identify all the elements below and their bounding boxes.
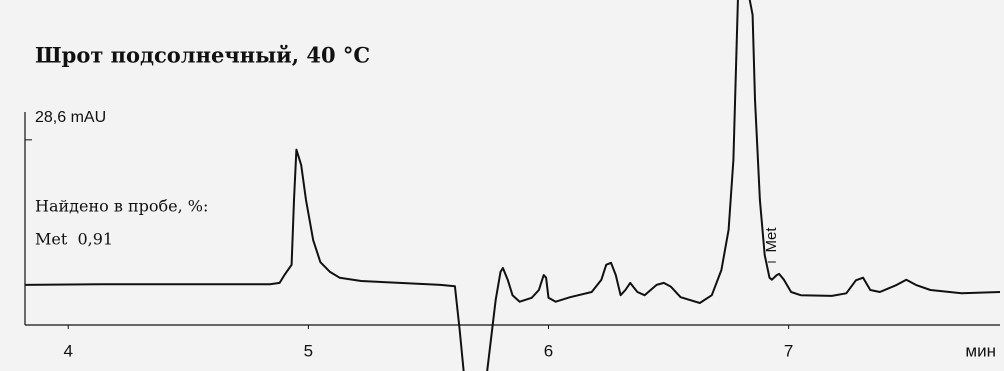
annotation: Met 0,91 [35, 230, 113, 249]
annotation: Найдено в пробе, %: [35, 197, 208, 216]
x-tick-label: 6 [544, 341, 553, 360]
trace [24, 0, 1001, 371]
x-tick-label: 5 [304, 341, 313, 360]
chart-title: Шрот подсолнечный, 40 °C [35, 43, 370, 68]
x-tick-label: 4 [63, 341, 72, 360]
x-axis-label: мин [965, 341, 996, 360]
peak-label: Met [763, 227, 780, 253]
y-tick-label: 28,6 mAU [35, 109, 106, 126]
x-tick-label: 7 [784, 341, 793, 360]
